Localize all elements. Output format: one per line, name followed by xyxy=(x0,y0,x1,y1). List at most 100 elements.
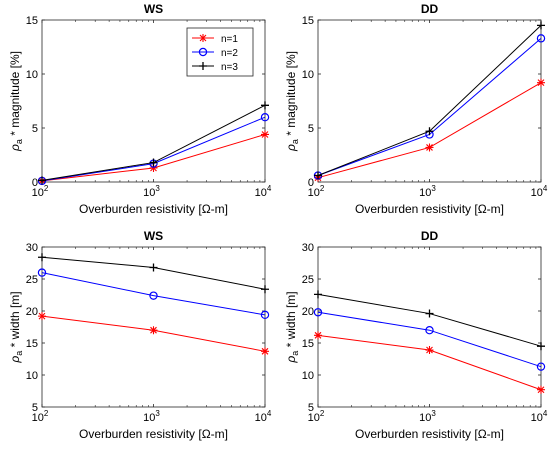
y-tick-label: 15 xyxy=(26,15,38,27)
x-tick-base: 10 xyxy=(531,412,543,424)
y-tick-label: 5 xyxy=(32,123,38,135)
legend-label: n=1 xyxy=(221,34,238,45)
data-point-n3 xyxy=(261,101,269,110)
y-axis-label-text: * magnitude [%] xyxy=(8,51,22,139)
x-tick-base: 10 xyxy=(32,187,44,199)
data-point-n2 xyxy=(536,362,546,371)
x-tick-base: 10 xyxy=(143,412,155,424)
y-tick-label: 25 xyxy=(302,274,314,286)
data-point-n3 xyxy=(314,290,322,299)
rho-symbol: ρ xyxy=(284,356,298,364)
y-tick-label: 20 xyxy=(302,306,314,318)
series-line-n2 xyxy=(317,311,542,368)
data-point-n3 xyxy=(149,158,158,167)
y-axis-label: ρa * width [m] xyxy=(8,291,24,363)
data-point-n3 xyxy=(38,253,46,262)
x-tick-label: 104 xyxy=(531,409,548,424)
x-tick-label: 104 xyxy=(255,409,272,424)
series-line-n2 xyxy=(41,272,266,316)
chart-title: DD xyxy=(421,2,439,16)
x-tick-exponent: 3 xyxy=(431,409,436,418)
y-tick-label: 15 xyxy=(302,338,314,350)
x-tick-exponent: 3 xyxy=(431,184,436,193)
x-tick-base: 10 xyxy=(255,412,267,424)
y-tick-label: 5 xyxy=(308,402,314,414)
x-tick-base: 10 xyxy=(308,187,320,199)
x-tick-exponent: 4 xyxy=(543,184,548,193)
y-axis-label-text: * magnitude [%] xyxy=(284,51,298,139)
y-tick-label: 25 xyxy=(26,274,38,286)
data-point-n3 xyxy=(425,127,434,136)
legend: n=1 n=2 n=3 xyxy=(186,27,254,77)
y-tick-label: 0 xyxy=(32,177,38,189)
x-tick-base: 10 xyxy=(255,187,267,199)
x-tick-label: 103 xyxy=(419,409,436,424)
x-tick-exponent: 4 xyxy=(267,184,272,193)
data-point-n3 xyxy=(261,285,269,294)
legend-marker-n1 xyxy=(199,34,207,42)
data-point-n1 xyxy=(537,78,545,87)
x-tick-label: 103 xyxy=(143,409,160,424)
rho-symbol: ρ xyxy=(284,144,298,152)
y-tick-label: 10 xyxy=(26,370,38,382)
x-tick-base: 10 xyxy=(419,187,431,199)
x-tick-exponent: 2 xyxy=(44,409,49,418)
x-axis-label: Overburden resistivity [Ω-m] xyxy=(355,202,504,216)
data-point-n2 xyxy=(536,34,546,43)
legend-marker-n3 xyxy=(199,62,207,70)
y-axis-label-text: * width [m] xyxy=(284,291,298,350)
data-point-n2 xyxy=(425,326,434,335)
data-point-n1 xyxy=(261,130,269,139)
data-point-n1 xyxy=(149,163,158,172)
x-axis-label: Overburden resistivity [Ω-m] xyxy=(355,427,504,441)
data-point-n1 xyxy=(261,347,269,356)
rho-subscript: a xyxy=(14,139,24,144)
data-point-n2 xyxy=(260,112,270,122)
y-tick-label: 15 xyxy=(302,15,314,27)
x-tick-exponent: 2 xyxy=(44,184,49,193)
y-axis-label: ρa * magnitude [%] xyxy=(284,51,300,152)
x-tick-label: 102 xyxy=(32,409,49,424)
x-tick-exponent: 3 xyxy=(155,409,160,418)
y-tick-label: 10 xyxy=(302,69,314,81)
data-point-n2 xyxy=(37,268,47,277)
data-point-n3 xyxy=(537,21,545,30)
data-point-n1 xyxy=(314,331,322,340)
legend-label: n=3 xyxy=(221,62,238,73)
y-tick-label: 20 xyxy=(26,306,38,318)
chart-title: WS xyxy=(144,229,163,243)
data-point-n1 xyxy=(149,326,158,335)
y-tick-label: 5 xyxy=(32,402,38,414)
y-axis-label: ρa * magnitude [%] xyxy=(8,51,24,152)
plot-area xyxy=(317,19,542,183)
x-tick-base: 10 xyxy=(143,187,155,199)
x-axis-label: Overburden resistivity [Ω-m] xyxy=(79,427,228,441)
x-tick-base: 10 xyxy=(531,187,543,199)
y-axis-label: ρa * width [m] xyxy=(284,291,300,363)
data-point-n2 xyxy=(313,308,323,317)
data-point-n1 xyxy=(38,312,46,321)
x-tick-exponent: 2 xyxy=(320,184,325,193)
data-point-n1 xyxy=(425,143,434,152)
y-tick-label: 10 xyxy=(26,69,38,81)
data-point-n1 xyxy=(537,385,545,394)
x-tick-exponent: 4 xyxy=(543,409,548,418)
data-point-n3 xyxy=(425,309,434,318)
x-tick-label: 103 xyxy=(419,184,436,199)
x-tick-exponent: 4 xyxy=(267,409,272,418)
x-axis-label: Overburden resistivity [Ω-m] xyxy=(79,202,228,216)
y-tick-label: 0 xyxy=(308,177,314,189)
y-axis-label-text: * width [m] xyxy=(8,291,22,350)
data-point-n3 xyxy=(537,342,545,351)
chart-title: WS xyxy=(144,2,163,16)
x-tick-label: 104 xyxy=(255,184,272,199)
x-tick-base: 10 xyxy=(32,412,44,424)
x-tick-exponent: 3 xyxy=(155,184,160,193)
rho-symbol: ρ xyxy=(8,356,22,364)
chart-title: DD xyxy=(421,229,439,243)
data-point-n3 xyxy=(149,263,158,272)
data-point-n2 xyxy=(260,310,270,320)
rho-subscript: a xyxy=(14,351,24,356)
